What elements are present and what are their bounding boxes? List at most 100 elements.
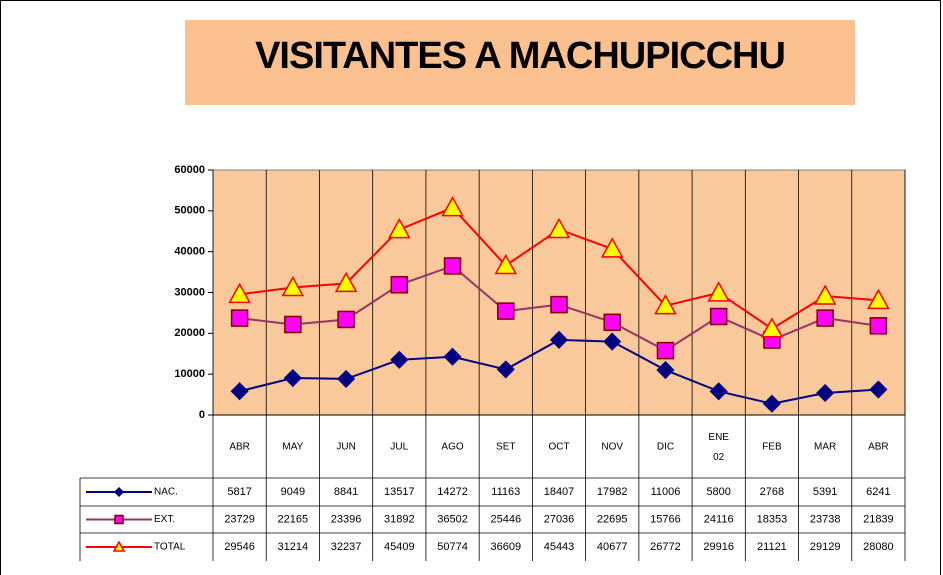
point bbox=[228, 282, 251, 304]
title-box bbox=[185, 20, 855, 105]
table-value: 14272 bbox=[437, 486, 468, 498]
x-tick-label: ABR bbox=[229, 442, 250, 453]
table-value: 9049 bbox=[281, 486, 305, 498]
table-value: 21839 bbox=[863, 513, 894, 525]
point bbox=[337, 310, 355, 329]
point bbox=[656, 341, 675, 360]
point bbox=[550, 295, 568, 314]
table-value: 18407 bbox=[544, 486, 575, 498]
point bbox=[707, 281, 730, 302]
point bbox=[390, 350, 409, 369]
point bbox=[762, 394, 781, 413]
point bbox=[494, 253, 518, 275]
point bbox=[867, 288, 890, 310]
table-value: 24116 bbox=[704, 513, 734, 525]
table-value: 5800 bbox=[706, 486, 730, 498]
table-value: 32237 bbox=[331, 541, 362, 553]
legend-marker bbox=[112, 540, 126, 552]
table-value: 29546 bbox=[224, 541, 255, 553]
table-value: 23738 bbox=[810, 513, 841, 525]
point bbox=[600, 237, 624, 258]
legend-label: NAC. bbox=[154, 487, 178, 498]
table-value: 2768 bbox=[760, 486, 784, 498]
legend-marker bbox=[113, 486, 125, 498]
x-tick-label: SET bbox=[496, 442, 515, 453]
y-tick-label: 30000 bbox=[174, 286, 205, 298]
x-tick-label: DIC bbox=[657, 442, 674, 453]
point bbox=[497, 302, 515, 320]
point bbox=[388, 218, 411, 239]
point bbox=[816, 383, 835, 403]
table-value: 45443 bbox=[544, 541, 575, 553]
point bbox=[709, 382, 728, 401]
chart-title: VISITANTES A MACHUPICCHU bbox=[255, 35, 785, 77]
table-value: 23729 bbox=[224, 513, 255, 525]
table-value: 40677 bbox=[597, 541, 628, 553]
point bbox=[334, 271, 358, 293]
table-value: 18353 bbox=[757, 513, 788, 525]
legend-label: TOTAL bbox=[154, 542, 186, 553]
table-value: 28080 bbox=[863, 541, 894, 553]
point bbox=[281, 275, 305, 297]
x-tick-label: AGO bbox=[441, 442, 463, 453]
point bbox=[284, 315, 302, 334]
legend-label: EXT. bbox=[154, 514, 175, 525]
table-value: 23396 bbox=[331, 513, 362, 525]
point bbox=[869, 380, 888, 399]
table-value: 36502 bbox=[437, 513, 468, 525]
point bbox=[813, 284, 837, 305]
point bbox=[603, 313, 621, 332]
table-value: 5817 bbox=[227, 486, 251, 498]
table-value: 5391 bbox=[813, 486, 837, 498]
table-value: 11163 bbox=[491, 486, 520, 498]
table-value: 50774 bbox=[437, 541, 468, 553]
table-value: 15766 bbox=[650, 513, 681, 525]
point bbox=[337, 369, 356, 388]
point bbox=[654, 294, 677, 315]
point bbox=[443, 257, 462, 275]
x-tick-label: MAY bbox=[282, 442, 303, 453]
table-value: 6241 bbox=[866, 486, 890, 498]
x-tick-label: JUL bbox=[390, 442, 408, 453]
y-tick-label: 10000 bbox=[174, 368, 205, 380]
point bbox=[869, 317, 888, 335]
table-value: 31214 bbox=[278, 541, 309, 553]
x-tick-label: ABR bbox=[868, 442, 889, 453]
table-value: 29129 bbox=[810, 541, 841, 553]
point bbox=[390, 276, 409, 294]
point bbox=[230, 382, 249, 401]
y-tick-label: 50000 bbox=[174, 205, 205, 217]
point bbox=[443, 347, 462, 366]
table-value: 8841 bbox=[334, 486, 358, 498]
table-value: 45409 bbox=[384, 541, 415, 553]
table-value: 22695 bbox=[597, 513, 628, 525]
table-value: 13517 bbox=[384, 486, 415, 498]
point bbox=[283, 368, 302, 388]
point bbox=[709, 307, 728, 326]
y-tick-label: 60000 bbox=[174, 164, 205, 176]
x-tick-label: NOV bbox=[601, 442, 623, 453]
legend-marker bbox=[114, 514, 124, 525]
point bbox=[230, 309, 249, 327]
table-value: 21121 bbox=[757, 541, 787, 553]
table-value: 11006 bbox=[651, 486, 681, 498]
point bbox=[441, 196, 464, 217]
y-tick-label: 40000 bbox=[174, 246, 205, 258]
point bbox=[547, 217, 571, 239]
table-value: 17982 bbox=[597, 486, 628, 498]
point bbox=[549, 330, 569, 349]
point bbox=[816, 309, 834, 327]
point bbox=[656, 360, 675, 380]
y-tick-label: 0 bbox=[199, 409, 205, 421]
point bbox=[760, 317, 784, 338]
table-value: 36609 bbox=[490, 541, 521, 553]
point bbox=[496, 360, 515, 379]
x-tick-label: OCT bbox=[548, 442, 569, 453]
table-value: 31892 bbox=[384, 513, 415, 525]
x-tick-label: FEB bbox=[762, 442, 782, 453]
table-value: 26772 bbox=[650, 541, 681, 553]
y-tick-label: 20000 bbox=[174, 327, 205, 339]
x-tick-label: ENE 02 bbox=[708, 432, 729, 463]
table-value: 22165 bbox=[278, 513, 309, 525]
